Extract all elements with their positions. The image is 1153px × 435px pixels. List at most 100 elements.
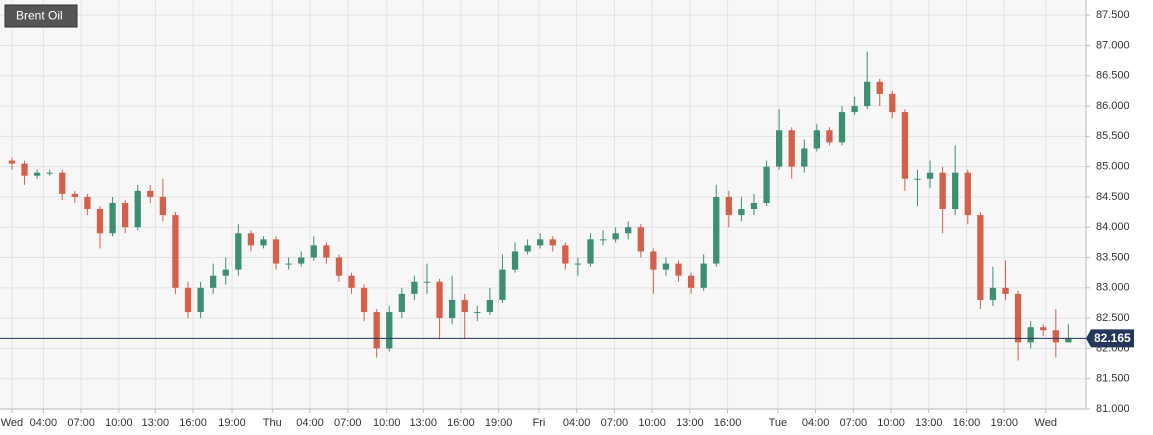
candle-body xyxy=(738,209,745,216)
candle-body xyxy=(21,163,28,176)
y-tick-label: 87.000 xyxy=(1096,39,1130,51)
x-tick-label: Wed xyxy=(1,417,23,429)
candle-body xyxy=(977,215,984,300)
y-tick-label: 86.500 xyxy=(1096,70,1130,82)
candle-body xyxy=(864,81,871,107)
candle-body xyxy=(813,130,821,149)
candle-body xyxy=(448,299,456,319)
x-tick-label: 16:00 xyxy=(714,417,742,429)
grid xyxy=(0,0,1086,410)
candle-body xyxy=(96,209,104,234)
x-tick-label: 13:00 xyxy=(676,417,704,429)
candle-body xyxy=(700,263,707,288)
candle-body xyxy=(537,239,544,246)
candle-body xyxy=(1065,338,1072,343)
x-tick-label: 04:00 xyxy=(30,417,58,429)
x-tick-label: Wed xyxy=(1035,417,1057,429)
candle-body xyxy=(675,263,682,276)
candle-body xyxy=(876,81,883,94)
candle-body xyxy=(159,196,167,216)
candle-body xyxy=(197,287,204,313)
candle-body xyxy=(574,263,582,265)
candle-body xyxy=(222,269,229,276)
y-tick-label: 82.500 xyxy=(1096,312,1130,324)
candle-body xyxy=(625,227,632,234)
x-tick-label: 10:00 xyxy=(373,417,401,429)
candle-body xyxy=(599,239,607,241)
x-tick-label: 13:00 xyxy=(915,417,943,429)
candle-body xyxy=(725,196,732,216)
candle-body xyxy=(323,245,330,258)
y-tick-label: 84.000 xyxy=(1096,221,1130,233)
x-tick-label: 10:00 xyxy=(877,417,905,429)
candle-body xyxy=(423,281,431,283)
candle-body xyxy=(33,172,41,176)
candle-body xyxy=(801,148,808,167)
candle-body xyxy=(335,257,343,276)
candles xyxy=(8,51,1072,361)
candle-body xyxy=(788,130,795,167)
candle-body xyxy=(687,275,695,288)
y-tick-label: 85.000 xyxy=(1096,161,1130,173)
y-tick-label: 83.500 xyxy=(1096,251,1130,263)
y-tick-label: 81.500 xyxy=(1096,373,1130,385)
x-tick-label: 16:00 xyxy=(953,417,981,429)
y-tick-label: 83.000 xyxy=(1096,282,1130,294)
y-tick-label: 87.500 xyxy=(1096,9,1130,21)
x-tick-label: Tue xyxy=(769,417,788,429)
candle-body xyxy=(1040,327,1047,331)
candle-body xyxy=(914,178,921,180)
candle-body xyxy=(134,190,141,228)
candle-body xyxy=(147,190,154,197)
candle-body xyxy=(1014,293,1022,343)
x-tick-label: Fri xyxy=(532,417,545,429)
candle-body xyxy=(826,130,833,143)
candle-body xyxy=(939,172,946,210)
candle-body xyxy=(247,233,255,246)
x-tick-label: 07:00 xyxy=(840,417,868,429)
x-tick-label: 19:00 xyxy=(485,417,513,429)
last-price-label: 82.165 xyxy=(1094,331,1131,345)
candle-body xyxy=(549,239,556,246)
candle-body xyxy=(1052,330,1059,343)
x-tick-label: 07:00 xyxy=(601,417,629,429)
candle-body xyxy=(486,299,494,313)
candle-body xyxy=(8,160,16,164)
candle-body xyxy=(612,233,619,240)
candle-body xyxy=(348,275,355,288)
candle-body xyxy=(71,193,78,197)
candle-body xyxy=(889,93,896,113)
candle-body xyxy=(838,112,846,143)
x-tick-label: 07:00 xyxy=(67,417,95,429)
candle-body xyxy=(926,172,934,179)
x-tick-label: 16:00 xyxy=(179,417,207,429)
plot-background xyxy=(0,0,1086,409)
x-tick-label: 10:00 xyxy=(638,417,666,429)
candle-body xyxy=(562,245,569,264)
candle-body xyxy=(84,196,91,210)
candle-body xyxy=(1027,327,1034,343)
y-tick-label: 85.500 xyxy=(1096,130,1130,142)
candle-body xyxy=(461,299,468,313)
candle-body xyxy=(373,312,380,349)
candle-body xyxy=(775,130,783,167)
x-tick-label: 04:00 xyxy=(296,417,324,429)
x-tick-label: 16:00 xyxy=(447,417,475,429)
candle-body xyxy=(360,287,368,313)
candle-body xyxy=(851,106,858,113)
candle-body xyxy=(474,312,481,314)
y-tick-label: 84.500 xyxy=(1096,191,1130,203)
candle-body xyxy=(650,251,657,270)
last-price-tag xyxy=(1086,329,1134,348)
candle-body xyxy=(398,293,405,313)
candle-body xyxy=(964,172,971,216)
x-tick-label: 04:00 xyxy=(802,417,830,429)
chart-title: Brent Oil xyxy=(16,9,63,23)
candle-body xyxy=(298,257,305,264)
candle-body xyxy=(901,112,909,179)
candle-body xyxy=(499,269,506,300)
y-tick-label: 81.000 xyxy=(1096,403,1130,415)
candle-body xyxy=(310,245,317,258)
candle-body xyxy=(637,227,644,252)
candle-body xyxy=(109,202,116,234)
